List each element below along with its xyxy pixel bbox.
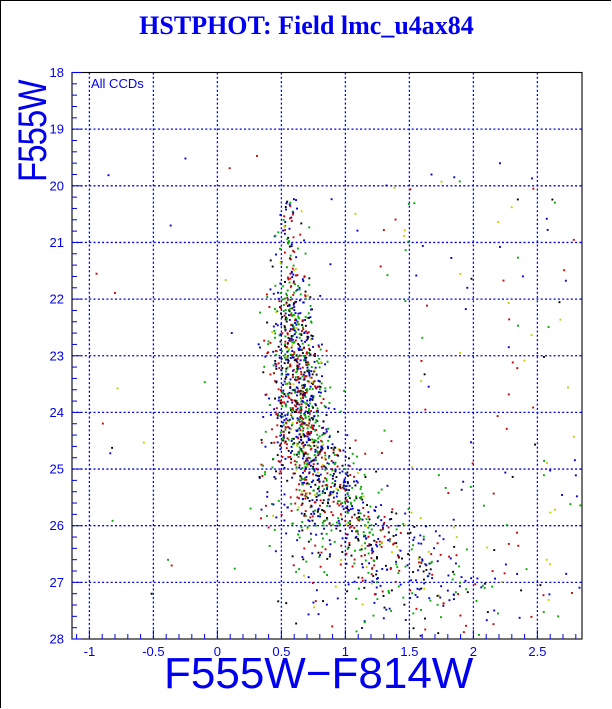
- svg-text:23: 23: [50, 348, 64, 363]
- svg-text:18: 18: [50, 65, 64, 80]
- svg-text:24: 24: [50, 405, 64, 420]
- svg-text:1: 1: [342, 644, 349, 659]
- svg-text:1.5: 1.5: [400, 644, 418, 659]
- svg-text:27: 27: [50, 575, 64, 590]
- svg-text:2: 2: [470, 644, 477, 659]
- svg-text:25: 25: [50, 462, 64, 477]
- svg-text:28: 28: [50, 632, 64, 647]
- svg-text:22: 22: [50, 292, 64, 307]
- svg-text:20: 20: [50, 178, 64, 193]
- svg-text:-0.5: -0.5: [142, 644, 164, 659]
- svg-text:0: 0: [214, 644, 221, 659]
- svg-text:0.5: 0.5: [272, 644, 290, 659]
- svg-text:19: 19: [50, 122, 64, 137]
- svg-text:-1: -1: [84, 644, 96, 659]
- svg-text:21: 21: [50, 235, 64, 250]
- svg-text:2.5: 2.5: [528, 644, 546, 659]
- svg-text:26: 26: [50, 518, 64, 533]
